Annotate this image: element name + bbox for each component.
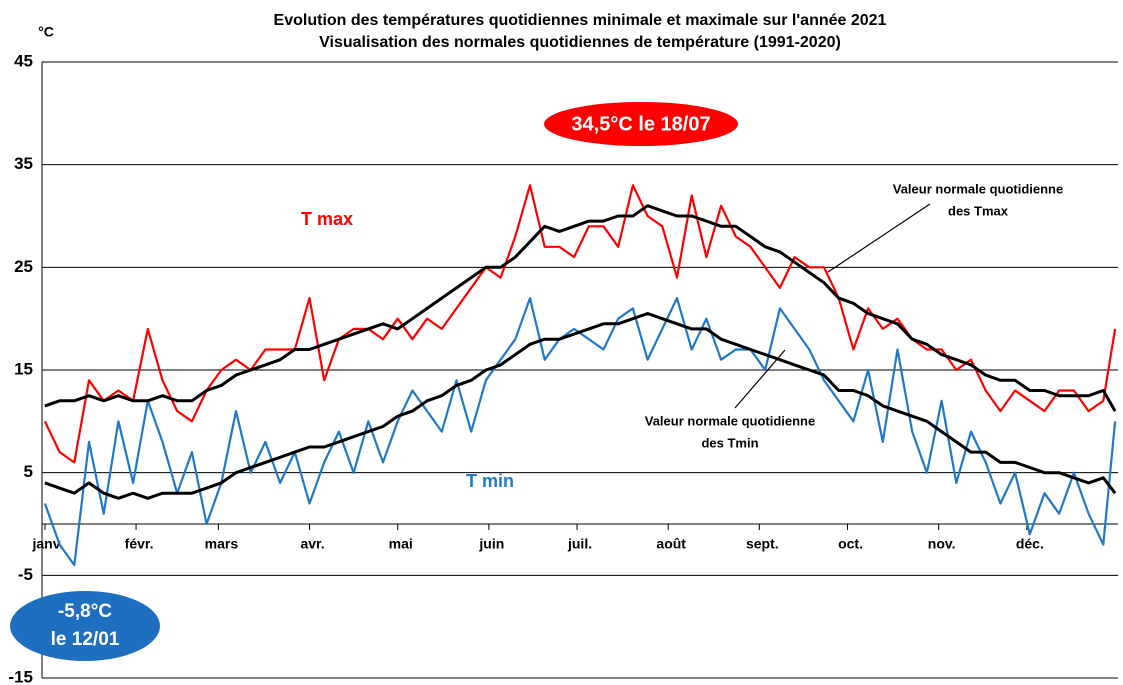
y-tick-label: 5 xyxy=(24,462,33,481)
min-badge xyxy=(10,591,160,661)
x-tick-label: avr. xyxy=(300,536,324,552)
annotation: des Tmin xyxy=(701,435,758,450)
y-axis-label: °C xyxy=(38,24,54,40)
annotation: 34,5°C le 18/07 xyxy=(571,113,710,135)
y-tick-label: 15 xyxy=(14,359,33,378)
x-tick-label: mars xyxy=(205,536,239,552)
chart-subtitle: Visualisation des normales quotidiennes … xyxy=(319,34,841,51)
annotation: T max xyxy=(301,209,353,229)
series-line xyxy=(43,184,1117,464)
y-tick-label: -5 xyxy=(18,565,33,584)
chart-title: Evolution des températures quotidiennes … xyxy=(274,12,887,29)
x-tick-label: janv. xyxy=(32,536,64,552)
x-tick-label: mai xyxy=(389,536,413,552)
y-tick-label: 45 xyxy=(14,51,33,70)
y-tick-label: 25 xyxy=(14,257,33,276)
x-tick-label: août xyxy=(656,536,686,552)
annotation: le 12/01 xyxy=(51,629,120,650)
max-badge xyxy=(544,102,738,146)
x-tick-label: nov. xyxy=(928,536,956,552)
annotation: T min xyxy=(466,471,514,491)
annotation: des Tmax xyxy=(948,203,1009,218)
callout-line xyxy=(734,349,786,409)
x-tick-label: juil. xyxy=(567,536,592,552)
x-tick-label: déc. xyxy=(1016,536,1044,552)
annotation: -5,8°C xyxy=(58,601,112,622)
series-line xyxy=(43,297,1117,567)
y-tick-label: 35 xyxy=(14,154,33,173)
annotation: Valeur normale quotidienne xyxy=(645,413,815,428)
x-tick-label: oct. xyxy=(838,536,863,552)
callout-line xyxy=(827,203,931,273)
series-line xyxy=(44,312,1117,500)
x-tick-label: juin xyxy=(478,536,504,552)
y-tick-label: -15 xyxy=(8,667,33,685)
x-tick-label: sept. xyxy=(746,536,779,552)
series-line xyxy=(44,204,1117,412)
x-tick-label: févr. xyxy=(125,536,154,552)
annotation: Valeur normale quotidienne xyxy=(893,181,1063,196)
